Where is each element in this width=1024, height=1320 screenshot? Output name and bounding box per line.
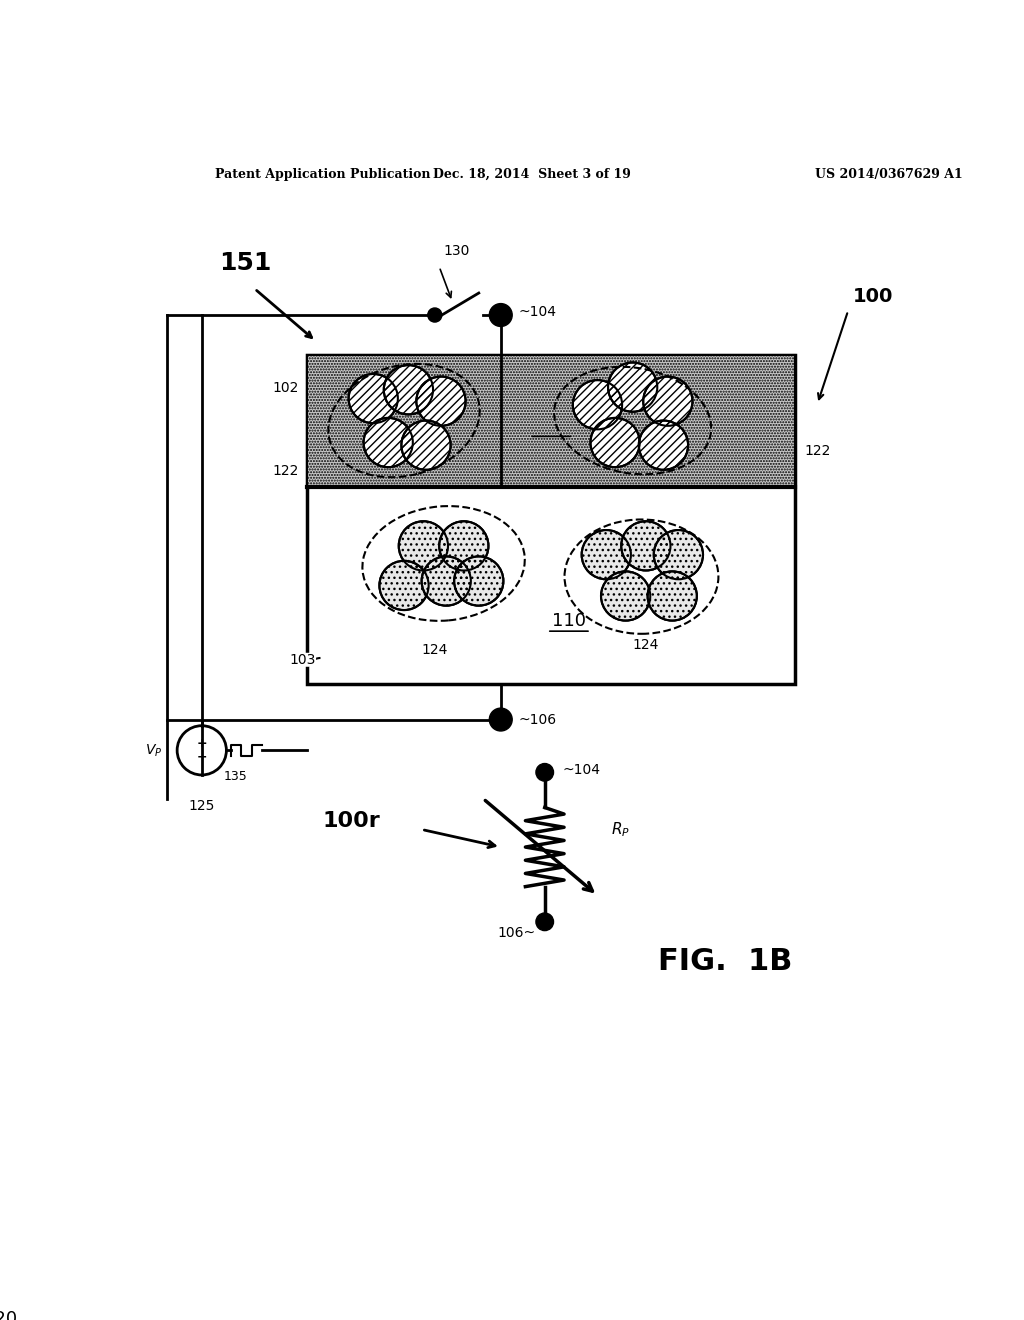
Circle shape	[439, 521, 488, 570]
Text: 100r: 100r	[323, 810, 380, 830]
Text: +: +	[197, 737, 207, 750]
Text: 122: 122	[272, 463, 298, 478]
Text: 124: 124	[633, 638, 659, 652]
Text: US 2014/0367629 A1: US 2014/0367629 A1	[815, 168, 963, 181]
Circle shape	[572, 380, 623, 429]
Bar	[307, 355, 796, 487]
Text: 106~: 106~	[498, 927, 536, 940]
Circle shape	[489, 708, 512, 731]
Circle shape	[455, 557, 504, 606]
Text: 125: 125	[188, 799, 215, 813]
Circle shape	[647, 572, 697, 620]
Text: $R_P$: $R_P$	[610, 820, 630, 838]
Circle shape	[582, 531, 631, 579]
Text: ~106: ~106	[518, 713, 556, 726]
Text: $V_P$: $V_P$	[144, 742, 162, 759]
Text: 110: 110	[552, 611, 586, 630]
Text: FIG.  1B: FIG. 1B	[657, 946, 793, 975]
Circle shape	[591, 418, 640, 467]
Text: Dec. 18, 2014  Sheet 3 of 19: Dec. 18, 2014 Sheet 3 of 19	[432, 168, 631, 181]
Text: 103: 103	[290, 653, 316, 667]
Circle shape	[489, 304, 512, 326]
Circle shape	[639, 421, 688, 470]
Text: 100: 100	[853, 288, 893, 306]
Circle shape	[348, 374, 398, 424]
Text: 124: 124	[422, 643, 447, 656]
Circle shape	[601, 572, 650, 620]
Text: 151: 151	[219, 251, 271, 276]
Text: 130: 130	[443, 244, 470, 257]
Circle shape	[380, 561, 429, 610]
Text: 135: 135	[223, 770, 247, 783]
Text: 122: 122	[804, 445, 830, 458]
Circle shape	[398, 521, 447, 570]
Circle shape	[643, 376, 692, 426]
Circle shape	[622, 521, 671, 570]
Circle shape	[608, 363, 657, 412]
Circle shape	[384, 366, 433, 414]
Text: Patent Application Publication: Patent Application Publication	[215, 168, 430, 181]
Text: 102: 102	[272, 381, 298, 395]
Text: −: −	[197, 751, 207, 764]
Circle shape	[417, 376, 466, 426]
Text: ~104: ~104	[518, 305, 556, 319]
Circle shape	[536, 763, 554, 781]
Circle shape	[422, 557, 471, 606]
Circle shape	[653, 531, 703, 579]
Bar	[307, 355, 796, 487]
Circle shape	[401, 421, 451, 470]
Text: ~104: ~104	[562, 763, 600, 776]
Circle shape	[536, 913, 554, 931]
Circle shape	[428, 308, 441, 322]
Text: 120: 120	[0, 1311, 17, 1320]
Circle shape	[364, 418, 413, 467]
